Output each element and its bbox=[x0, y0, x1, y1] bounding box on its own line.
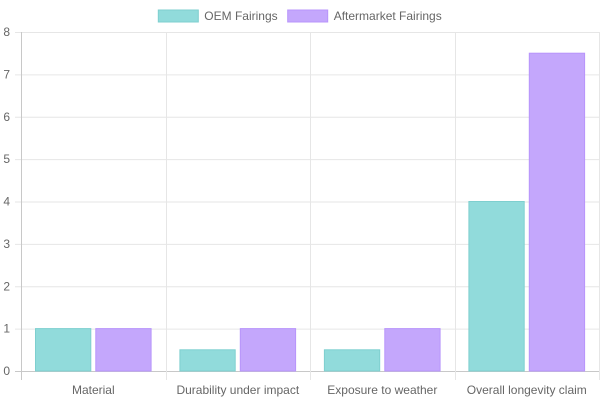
y-tick-label: 3 bbox=[3, 237, 10, 251]
legend-swatch[interactable] bbox=[157, 9, 199, 23]
y-tick-label: 2 bbox=[3, 279, 10, 293]
bar-oem[interactable] bbox=[323, 349, 381, 372]
bars bbox=[35, 52, 586, 372]
bar-aftermarket[interactable] bbox=[384, 328, 441, 372]
bar-oem[interactable] bbox=[179, 349, 236, 372]
y-tick-label: 4 bbox=[3, 195, 10, 209]
y-tick-label: 0 bbox=[3, 364, 10, 378]
x-tick-label: Overall longevity claim bbox=[467, 383, 587, 397]
legend: OEM Fairings Aftermarket Fairings bbox=[157, 9, 442, 23]
y-tick-label: 6 bbox=[3, 110, 10, 124]
y-tick-label: 8 bbox=[3, 25, 10, 39]
bar-oem[interactable] bbox=[468, 201, 525, 372]
legend-label[interactable]: OEM Fairings bbox=[204, 9, 277, 23]
x-tick-label: Exposure to weather bbox=[327, 383, 437, 397]
legend-label[interactable]: Aftermarket Fairings bbox=[334, 9, 442, 23]
bar-aftermarket[interactable] bbox=[239, 328, 297, 372]
y-tick-label: 7 bbox=[3, 67, 10, 81]
x-tick-label: Durability under impact bbox=[176, 383, 299, 397]
y-tick-label: 5 bbox=[3, 152, 10, 166]
y-tick-label: 1 bbox=[3, 322, 10, 336]
axes: 0 1 2 3 4 5 6 7 8 Material Durability under impact… bbox=[3, 25, 587, 397]
legend-swatch[interactable] bbox=[287, 9, 329, 23]
bar-aftermarket[interactable] bbox=[528, 52, 586, 372]
x-tick-label: Material bbox=[72, 383, 115, 397]
bar-aftermarket[interactable] bbox=[95, 328, 152, 372]
bar-oem[interactable] bbox=[35, 328, 92, 372]
